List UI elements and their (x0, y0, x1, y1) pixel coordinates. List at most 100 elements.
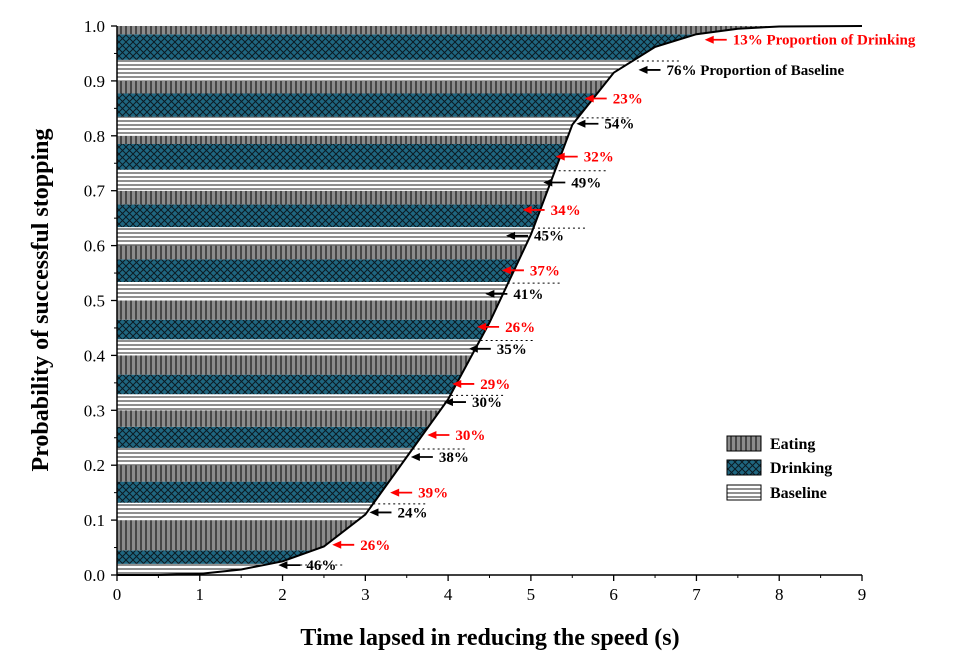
baseline-arrow-2-head (410, 452, 420, 461)
guides-layer (290, 60, 682, 566)
drinking-band-5 (117, 259, 520, 282)
drinking-arrow-0-head (332, 540, 342, 549)
x-tick-label-6: 6 (609, 585, 618, 604)
y-tick-label-0.9: 0.9 (84, 72, 105, 91)
baseline-band-5 (117, 281, 509, 301)
eating-band-1 (117, 465, 401, 482)
eating-band-0 (117, 520, 359, 551)
baseline-arrow-3-head (443, 398, 453, 407)
legend: Eating Drinking Baseline (726, 435, 832, 502)
annotations-layer: 26% 46% 39% 24% 30% 38% 29% 30% 26% 35% 37% 41% 34% 4… (278, 33, 916, 574)
drinking-arrow-3-head (452, 379, 462, 388)
drinking-proportion-label-6: 34% (551, 203, 581, 219)
drinking-arrow-7-head (555, 152, 565, 161)
x-tick-label-1: 1 (196, 585, 205, 604)
x-tick-label-3: 3 (361, 585, 370, 604)
baseline-band-3 (117, 394, 451, 411)
drinking-arrow-2-head (427, 431, 437, 440)
drinking-band-1 (117, 481, 389, 503)
baseline-arrow-5-head (485, 289, 495, 298)
baseline-arrow-0-head (278, 561, 288, 570)
curve-layer (117, 25, 863, 576)
baseline-band-0 (117, 563, 270, 575)
baseline-band-6 (117, 227, 534, 246)
drinking-arrow-9-head (704, 35, 714, 44)
y-tick-label-0.3: 0.3 (84, 401, 105, 420)
drinking-proportion-label-5: 37% (530, 263, 560, 279)
drinking-band-3 (117, 374, 462, 395)
x-tick-label-2: 2 (278, 585, 287, 604)
baseline-proportion-label-3: 30% (472, 395, 502, 411)
x-tick-label-0: 0 (113, 585, 122, 604)
eating-band-7 (117, 135, 569, 145)
x-axis-title: Time lapsed in reducing the speed (s) (300, 625, 679, 651)
baseline-arrow-7-head (543, 178, 553, 187)
drinking-proportion-label-9: 13% Proportion of Drinking (733, 33, 916, 49)
drinking-arrow-6-head (522, 205, 532, 214)
eating-band-2 (117, 410, 441, 427)
drinking-proportion-label-2: 30% (455, 428, 485, 444)
legend-swatch-baseline (726, 484, 762, 501)
legend-label-baseline: Baseline (770, 485, 827, 502)
baseline-band-2 (117, 447, 414, 466)
drinking-proportion-label-1: 39% (418, 486, 448, 502)
eating-band-9 (117, 26, 862, 35)
baseline-arrow-9-head (638, 65, 648, 74)
success-curve (117, 25, 863, 576)
drinking-band-9 (117, 34, 697, 60)
drinking-proportion-label-0: 26% (360, 538, 390, 554)
legend-label-drinking: Drinking (770, 460, 832, 477)
x-tick-label-4: 4 (444, 585, 453, 604)
y-tick-label-0.4: 0.4 (84, 346, 106, 365)
drinking-proportion-label-3: 29% (480, 377, 510, 393)
y-tick-label-0.7: 0.7 (84, 182, 106, 201)
eating-band-4 (117, 300, 500, 320)
drinking-arrow-1-head (390, 488, 400, 497)
drinking-band-2 (117, 426, 429, 448)
baseline-arrow-8-head (576, 119, 586, 128)
eating-band-6 (117, 190, 548, 205)
drinking-arrow-4-head (477, 322, 487, 331)
baseline-band-7 (117, 169, 556, 191)
baseline-proportion-label-2: 38% (439, 450, 469, 466)
x-tick-label-7: 7 (692, 585, 701, 604)
baseline-proportion-label-4: 35% (497, 342, 527, 358)
drinking-proportion-label-8: 23% (613, 91, 643, 107)
baseline-proportion-label-0: 46% (306, 558, 336, 574)
axes-layer: 0 1 2 3 4 5 6 7 8 9 0.0 0.1 0.2 0.3 0.4 0.5 0.6 0.7 0.8 0.9… (84, 17, 867, 604)
y-tick-label-0.8: 0.8 (84, 127, 105, 146)
drinking-proportion-label-4: 26% (505, 320, 535, 336)
baseline-proportion-label-1: 24% (397, 505, 427, 521)
y-tick-label-0.0: 0.0 (84, 566, 105, 585)
baseline-arrow-6-head (506, 231, 516, 240)
drinking-band-7 (117, 144, 566, 170)
drinking-band-4 (117, 319, 491, 340)
legend-label-eating: Eating (770, 436, 815, 453)
baseline-proportion-label-5: 41% (513, 287, 543, 303)
y-tick-label-0.2: 0.2 (84, 456, 105, 475)
drinking-proportion-label-7: 32% (584, 150, 614, 166)
legend-swatch-drinking (726, 459, 762, 476)
drinking-band-8 (117, 93, 598, 117)
drinking-band-0 (117, 550, 314, 564)
eating-band-8 (117, 80, 608, 94)
x-tick-label-9: 9 (858, 585, 867, 604)
baseline-arrow-4-head (468, 344, 478, 353)
baseline-arrow-1-head (369, 508, 379, 517)
x-tick-label-8: 8 (775, 585, 784, 604)
y-tick-label-0.6: 0.6 (84, 237, 105, 256)
legend-swatch-eating (726, 435, 762, 452)
x-tick-label-5: 5 (527, 585, 536, 604)
baseline-band-1 (117, 502, 374, 521)
baseline-band-8 (117, 116, 579, 136)
baseline-proportion-label-9: 76% Proportion of Baseline (667, 63, 845, 79)
drinking-arrow-8-head (584, 94, 594, 103)
baseline-proportion-label-7: 49% (571, 175, 601, 191)
eating-band-5 (117, 245, 526, 260)
baseline-proportion-label-8: 54% (604, 117, 634, 133)
drinking-band-6 (117, 204, 543, 228)
y-axis-title: Probability of successful stopping (28, 129, 54, 472)
y-tick-label-0.1: 0.1 (84, 511, 105, 530)
baseline-proportion-label-6: 45% (534, 229, 564, 245)
